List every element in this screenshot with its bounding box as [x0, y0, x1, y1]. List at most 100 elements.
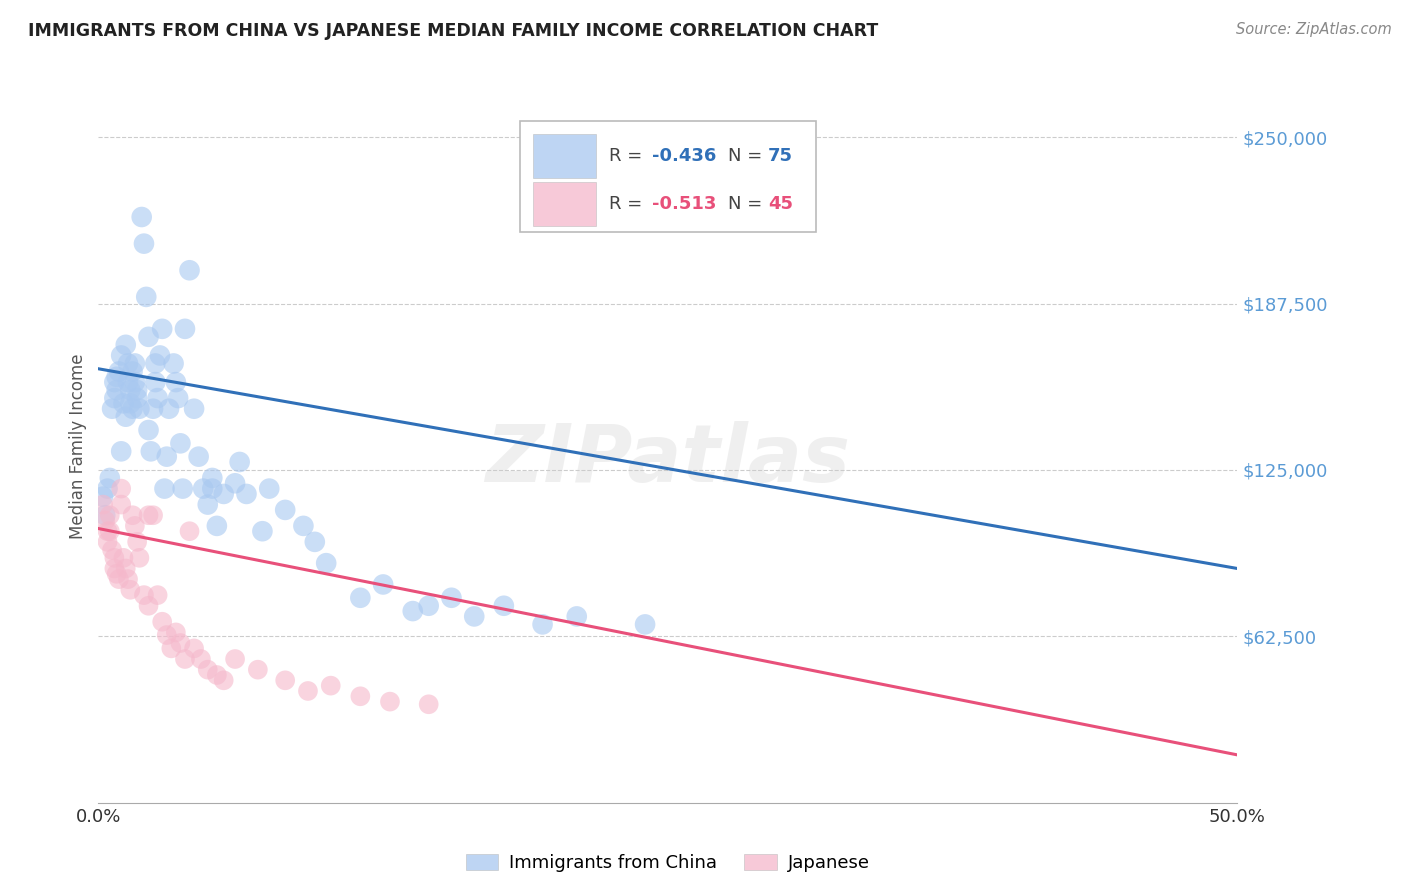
Point	[138, 508, 160, 523]
Point	[138, 599, 160, 613]
Point	[110, 498, 132, 512]
Point	[156, 450, 179, 464]
Point	[120, 383, 142, 397]
Point	[145, 375, 167, 389]
Point	[212, 673, 235, 688]
Point	[103, 550, 125, 565]
Point	[103, 375, 125, 389]
Point	[142, 401, 165, 416]
Text: IMMIGRANTS FROM CHINA VS JAPANESE MEDIAN FAMILY INCOME CORRELATION CHART: IMMIGRANTS FROM CHINA VS JAPANESE MEDIAN…	[28, 22, 879, 40]
Point	[135, 290, 157, 304]
Point	[128, 550, 150, 565]
Point	[108, 572, 131, 586]
Point	[440, 591, 463, 605]
Point	[145, 356, 167, 370]
Point	[138, 330, 160, 344]
Point	[110, 349, 132, 363]
Point	[259, 482, 281, 496]
Point	[167, 391, 190, 405]
Point	[201, 471, 224, 485]
Point	[463, 609, 485, 624]
Point	[169, 436, 191, 450]
Point	[235, 487, 257, 501]
Point	[117, 356, 139, 370]
Point	[179, 263, 201, 277]
Point	[94, 514, 117, 528]
Text: -0.436: -0.436	[652, 147, 716, 165]
Point	[124, 356, 146, 370]
Point	[565, 609, 588, 624]
FancyBboxPatch shape	[520, 121, 815, 232]
Point	[91, 498, 114, 512]
Point	[205, 668, 228, 682]
Point	[224, 476, 246, 491]
Point	[96, 482, 118, 496]
Point	[165, 375, 187, 389]
Point	[349, 690, 371, 704]
Point	[349, 591, 371, 605]
Point	[246, 663, 269, 677]
Point	[197, 663, 219, 677]
Point	[114, 561, 136, 575]
Point	[228, 455, 250, 469]
Point	[121, 364, 143, 378]
Point	[131, 210, 153, 224]
Point	[98, 471, 121, 485]
Point	[183, 401, 205, 416]
Text: N =: N =	[728, 195, 768, 213]
Point	[110, 482, 132, 496]
Point	[127, 534, 149, 549]
Point	[274, 673, 297, 688]
Point	[172, 482, 194, 496]
Point	[531, 617, 554, 632]
Point	[146, 588, 169, 602]
Point	[128, 401, 150, 416]
Point	[105, 566, 128, 581]
Point	[634, 617, 657, 632]
Point	[127, 383, 149, 397]
Point	[142, 508, 165, 523]
Point	[418, 599, 440, 613]
Text: -0.513: -0.513	[652, 195, 716, 213]
Point	[138, 423, 160, 437]
Point	[156, 628, 179, 642]
Point	[157, 401, 180, 416]
Point	[127, 391, 149, 405]
Point	[124, 375, 146, 389]
Text: 45: 45	[768, 195, 793, 213]
Point	[378, 695, 401, 709]
Point	[153, 482, 176, 496]
Point	[98, 508, 121, 523]
Point	[101, 401, 124, 416]
Point	[224, 652, 246, 666]
Point	[187, 450, 209, 464]
Point	[160, 641, 183, 656]
Point	[101, 542, 124, 557]
Point	[205, 519, 228, 533]
Point	[165, 625, 187, 640]
Point	[110, 444, 132, 458]
Point	[96, 524, 118, 539]
Point	[105, 383, 128, 397]
Point	[120, 582, 142, 597]
Point	[402, 604, 425, 618]
Point	[274, 503, 297, 517]
Point	[190, 652, 212, 666]
Point	[149, 349, 172, 363]
Text: Source: ZipAtlas.com: Source: ZipAtlas.com	[1236, 22, 1392, 37]
Point	[132, 588, 155, 602]
Point	[179, 524, 201, 539]
Point	[418, 698, 440, 712]
Point	[252, 524, 274, 539]
Point	[117, 572, 139, 586]
Point	[197, 498, 219, 512]
Legend: Immigrants from China, Japanese: Immigrants from China, Japanese	[458, 847, 877, 880]
Point	[183, 641, 205, 656]
Point	[492, 599, 515, 613]
Point	[103, 391, 125, 405]
Point	[174, 322, 197, 336]
Point	[201, 482, 224, 496]
Point	[124, 519, 146, 533]
Point	[112, 550, 135, 565]
Point	[132, 236, 155, 251]
